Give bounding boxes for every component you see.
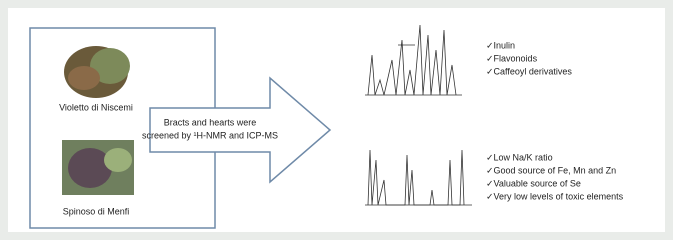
- sample-label: Violetto di Niscemi: [59, 102, 133, 112]
- finding: ✓Good source of Fe, Mn and Zn: [486, 165, 616, 175]
- artichoke-photo: [62, 140, 134, 195]
- finding: ✓Valuable source of Se: [486, 178, 581, 188]
- finding: ✓Very low levels of toxic elements: [486, 191, 624, 201]
- finding: ✓Low Na/K ratio: [486, 152, 553, 162]
- finding: ✓Flavonoids: [486, 53, 538, 63]
- arrow-text: screened by ¹H-NMR and ICP-MS: [142, 130, 278, 140]
- graphical-abstract: Violetto di Niscemi Spinoso di Menfi Bra…: [0, 0, 673, 240]
- sample-label: Spinoso di Menfi: [63, 206, 130, 216]
- arrow-text: Bracts and hearts were: [164, 117, 257, 127]
- finding: ✓Caffeoyl derivatives: [486, 66, 572, 76]
- finding: ✓Inulin: [486, 40, 515, 50]
